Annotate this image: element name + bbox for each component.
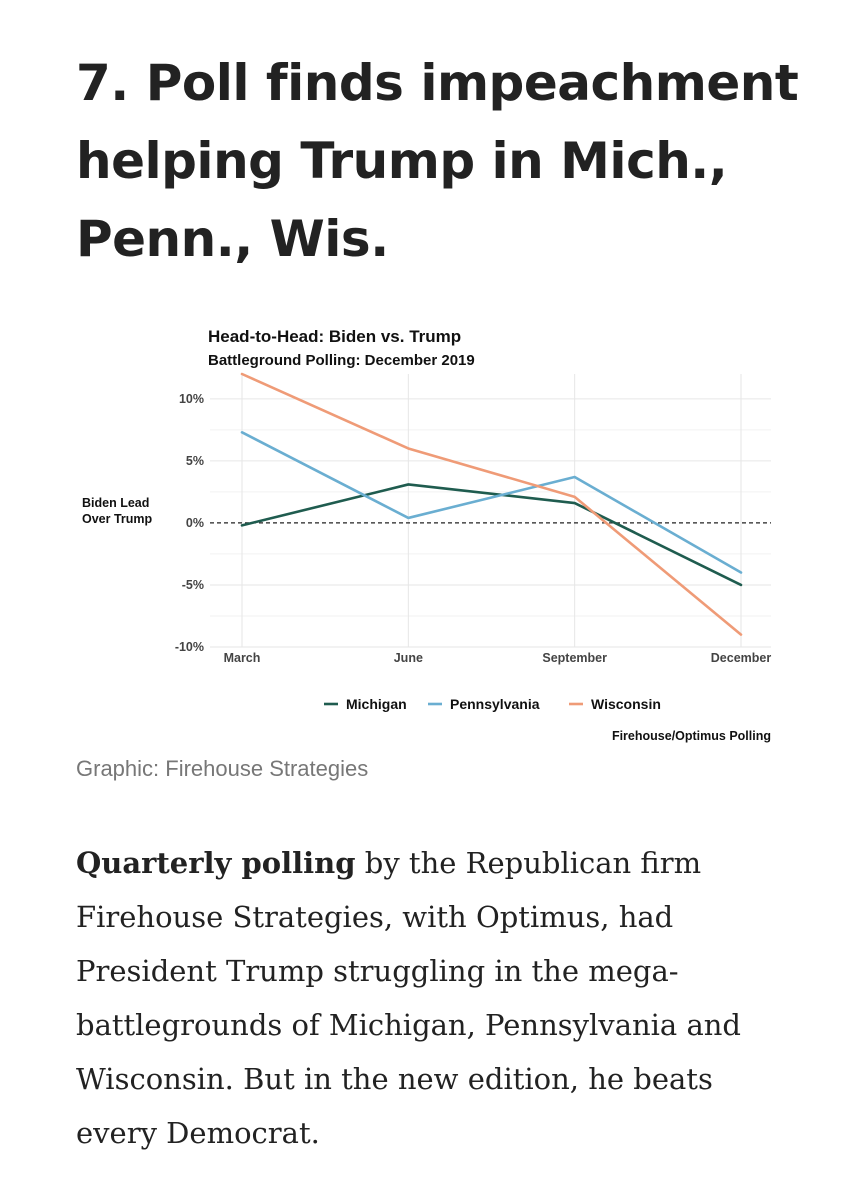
y-axis-label-line1: Biden Lead (82, 496, 149, 510)
legend-label-pennsylvania: Pennsylvania (450, 696, 540, 712)
article-headline: 7. Poll finds impeachment helping Trump … (76, 54, 799, 268)
graphic-caption: Graphic: Firehouse Strategies (76, 756, 369, 781)
x-tick-label: September (542, 651, 607, 665)
series-line-pennsylvania (240, 431, 743, 574)
x-tick-label: March (224, 651, 261, 665)
chart-series (240, 372, 743, 636)
x-tick-label: December (711, 651, 772, 665)
chart-title: Head-to-Head: Biden vs. Trump (208, 327, 461, 346)
y-tick-label: 5% (186, 454, 204, 468)
y-tick-label: 10% (179, 392, 204, 406)
chart-subtitle: Battleground Polling: December 2019 (208, 352, 475, 369)
body-text-rest: by the Republican firm Firehouse Strateg… (76, 846, 741, 1150)
x-tick-label: June (394, 651, 423, 665)
article-body: Quarterly polling by the Republican firm… (76, 836, 796, 1160)
legend-label-michigan: Michigan (346, 696, 407, 712)
y-axis-ticks: -10% -5% 0% 5% 10% (175, 392, 204, 654)
chart-gridlines (210, 374, 771, 648)
chart-svg: Head-to-Head: Biden vs. Trump Battlegrou… (82, 327, 772, 743)
series-line-michigan (240, 483, 743, 587)
chart-source: Firehouse/Optimus Polling (612, 729, 771, 743)
legend-label-wisconsin: Wisconsin (591, 696, 661, 712)
y-tick-label: 0% (186, 516, 204, 530)
chart-legend: Michigan Pennsylvania Wisconsin (324, 696, 661, 712)
y-tick-label: -5% (182, 578, 204, 592)
line-chart: Head-to-Head: Biden vs. Trump Battlegrou… (76, 312, 786, 752)
body-bold-lead: Quarterly polling (76, 846, 356, 880)
x-axis-ticks: March June September December (224, 651, 772, 665)
y-axis-label-line2: Over Trump (82, 512, 153, 526)
y-tick-label: -10% (175, 640, 204, 654)
series-line-wisconsin (240, 372, 743, 636)
